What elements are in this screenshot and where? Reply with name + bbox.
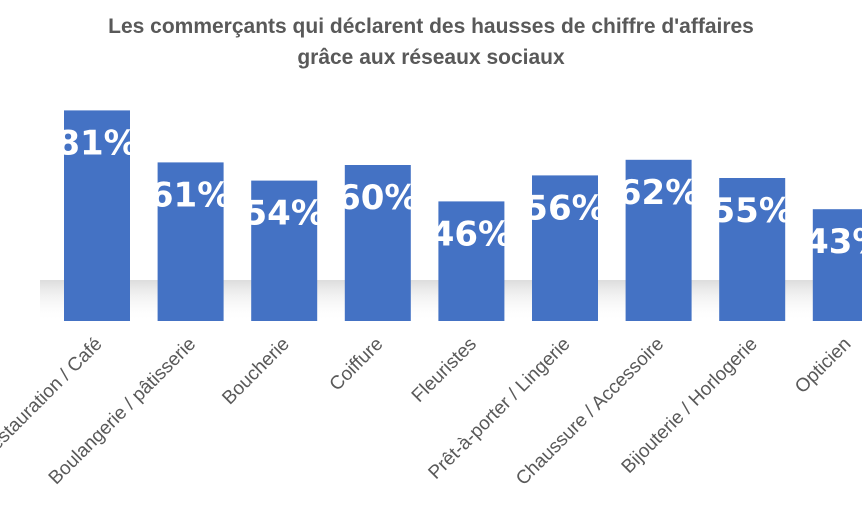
data-label-3: 60% xyxy=(337,178,418,218)
data-label-1: 61% xyxy=(150,175,231,215)
bar-3 xyxy=(344,165,411,321)
bar-0 xyxy=(64,110,130,322)
bar-4 xyxy=(438,201,505,321)
category-label-8: Opticien xyxy=(791,334,855,398)
chart-title-line-1: Les commerçants qui déclarent des hausse… xyxy=(108,15,754,38)
category-label-3: Coiffure xyxy=(326,334,388,396)
data-label-2: 54% xyxy=(244,194,325,234)
data-label-0: 81% xyxy=(56,123,137,163)
data-label-8: 43% xyxy=(805,222,862,262)
bar-8 xyxy=(812,209,862,321)
bar-7 xyxy=(719,178,786,321)
data-label-5: 56% xyxy=(524,188,605,228)
data-label-7: 55% xyxy=(712,191,793,231)
data-label-4: 46% xyxy=(431,214,512,254)
data-label-6: 62% xyxy=(618,173,699,213)
bar-1 xyxy=(157,162,224,321)
bar-6 xyxy=(625,159,692,321)
category-label-2: Boucherie xyxy=(218,334,293,409)
bar-5 xyxy=(532,175,598,321)
category-label-4: Fleuristes xyxy=(408,334,481,407)
bars-group xyxy=(64,110,862,322)
data-labels-group: 81% 61% 54% 60% 46% 56% 62% 55% 43% xyxy=(56,123,862,262)
chart-title-line-2: grâce aux réseaux sociaux xyxy=(297,46,565,69)
bar-2 xyxy=(251,180,318,321)
